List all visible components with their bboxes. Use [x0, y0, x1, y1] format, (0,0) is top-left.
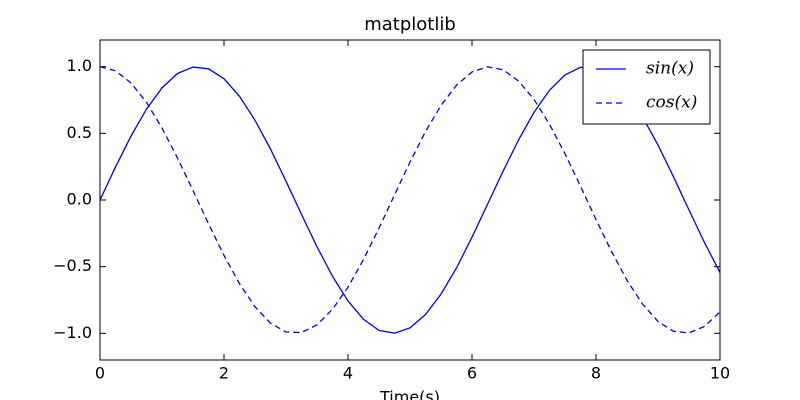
- y-tick-label: −1.0: [53, 323, 92, 342]
- y-tick-label: 0.0: [67, 190, 92, 209]
- x-tick-label: 2: [219, 364, 229, 383]
- x-tick-label: 8: [591, 364, 601, 383]
- x-tick-label: 0: [95, 364, 105, 383]
- chart-title: matplotlib: [364, 14, 456, 35]
- x-tick-label: 4: [343, 364, 353, 383]
- y-tick-label: −0.5: [53, 256, 92, 275]
- x-tick-label: 6: [467, 364, 477, 383]
- legend-box: [582, 49, 711, 125]
- legend-label: cos(x): [646, 93, 697, 113]
- y-tick-label: 1.0: [67, 56, 92, 75]
- x-tick-label: 10: [710, 364, 730, 383]
- y-tick-label: 0.5: [67, 123, 92, 142]
- x-axis-label: Time(s): [379, 388, 440, 400]
- series-line: [100, 66, 720, 334]
- axes-frame: [99, 39, 721, 361]
- legend-label: sin(x): [646, 59, 694, 79]
